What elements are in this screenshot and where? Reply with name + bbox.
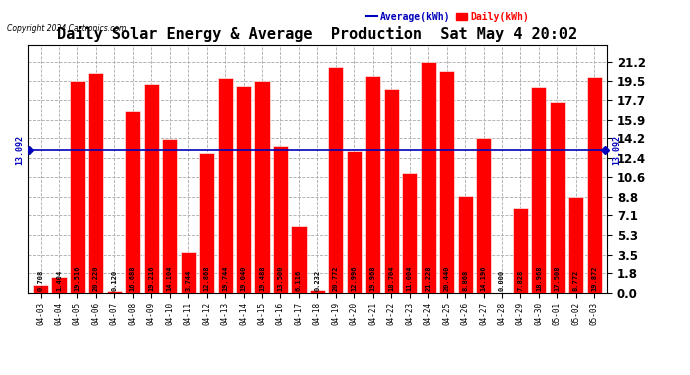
Bar <box>33 285 48 292</box>
Bar <box>236 86 251 292</box>
Bar <box>273 146 288 292</box>
Text: 8.772: 8.772 <box>573 270 579 291</box>
Text: 19.744: 19.744 <box>222 266 228 291</box>
Text: 19.516: 19.516 <box>75 266 81 291</box>
Bar <box>255 81 270 292</box>
Text: 8.868: 8.868 <box>462 270 468 291</box>
Bar <box>531 87 546 292</box>
Bar <box>513 207 528 292</box>
Bar <box>421 62 435 292</box>
Text: 19.488: 19.488 <box>259 266 265 291</box>
Text: 13.500: 13.500 <box>277 266 284 291</box>
Bar <box>439 70 454 292</box>
Bar <box>107 291 122 292</box>
Bar <box>586 77 602 292</box>
Text: 19.040: 19.040 <box>241 266 246 291</box>
Text: 20.220: 20.220 <box>93 266 99 291</box>
Text: 6.116: 6.116 <box>296 270 302 291</box>
Text: 19.968: 19.968 <box>370 266 376 291</box>
Text: 16.688: 16.688 <box>130 266 136 291</box>
Bar <box>384 90 399 292</box>
Bar <box>199 153 214 292</box>
Text: 13.092: 13.092 <box>612 135 621 165</box>
Text: 19.216: 19.216 <box>148 266 155 291</box>
Text: 0.120: 0.120 <box>111 270 117 291</box>
Bar <box>162 140 177 292</box>
Bar <box>328 67 344 292</box>
Text: 21.228: 21.228 <box>425 266 431 291</box>
Bar <box>550 102 565 292</box>
Bar <box>144 84 159 292</box>
Bar <box>70 81 85 292</box>
Text: 18.968: 18.968 <box>536 266 542 291</box>
Bar <box>291 226 306 292</box>
Bar <box>52 277 66 292</box>
Bar <box>217 78 233 292</box>
Bar <box>88 73 104 292</box>
Bar <box>402 173 417 292</box>
Text: 19.872: 19.872 <box>591 266 598 291</box>
Bar <box>569 197 583 292</box>
Text: 14.196: 14.196 <box>480 266 486 291</box>
Bar <box>181 252 196 292</box>
Text: 20.772: 20.772 <box>333 266 339 291</box>
Legend: Average(kWh), Daily(kWh): Average(kWh), Daily(kWh) <box>362 8 533 26</box>
Bar <box>310 290 325 292</box>
Bar <box>126 111 140 292</box>
Text: 11.004: 11.004 <box>406 266 413 291</box>
Text: 14.104: 14.104 <box>167 266 172 291</box>
Text: 1.404: 1.404 <box>56 270 62 291</box>
Text: 0.000: 0.000 <box>499 270 505 291</box>
Bar <box>457 196 473 292</box>
Text: 13.092: 13.092 <box>14 135 23 165</box>
Text: 3.744: 3.744 <box>185 270 191 291</box>
Bar <box>365 76 380 292</box>
Title: Daily Solar Energy & Average  Production  Sat May 4 20:02: Daily Solar Energy & Average Production … <box>57 27 578 42</box>
Text: 20.440: 20.440 <box>444 266 450 291</box>
Text: 17.508: 17.508 <box>554 266 560 291</box>
Text: 12.996: 12.996 <box>351 266 357 291</box>
Bar <box>347 152 362 292</box>
Text: 0.708: 0.708 <box>37 270 43 291</box>
Text: 0.232: 0.232 <box>315 270 320 291</box>
Text: 12.868: 12.868 <box>204 266 210 291</box>
Text: 7.828: 7.828 <box>518 270 524 291</box>
Text: Copyright 2024 Cartronics.com: Copyright 2024 Cartronics.com <box>7 24 126 33</box>
Text: 18.704: 18.704 <box>388 266 394 291</box>
Bar <box>476 138 491 292</box>
